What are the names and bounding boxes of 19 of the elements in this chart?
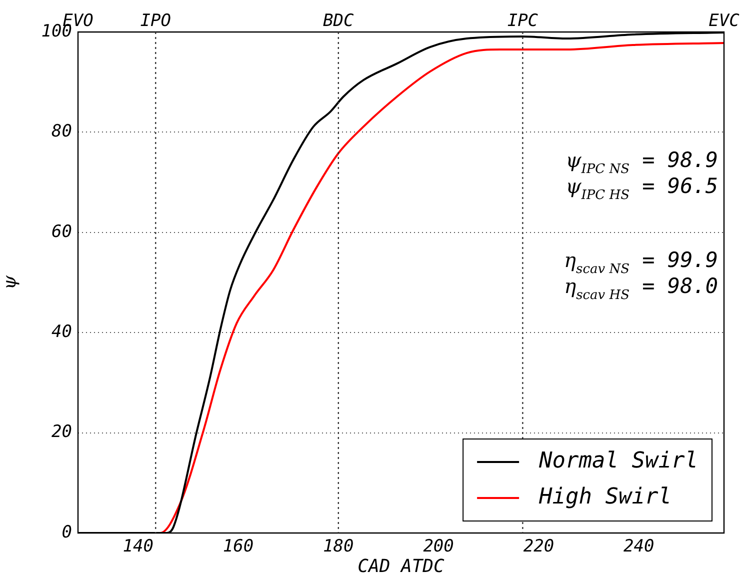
ref-line-label: BDC [323, 10, 355, 31]
y-axis-title: ψ [0, 274, 20, 290]
y-tick-label: 0 [62, 522, 72, 542]
y-tick-label: 60 [52, 222, 72, 242]
y-tick-label: 40 [52, 322, 72, 342]
y-tick-label: 80 [52, 122, 72, 142]
legend-label: Normal Swirl [538, 448, 698, 474]
ref-line-label: IPC [507, 10, 539, 31]
x-tick-label: 160 [222, 536, 254, 557]
y-tick-label: 20 [52, 422, 72, 442]
text: EVC [708, 10, 740, 31]
x-tick-label: 200 [423, 536, 454, 557]
x-tick-label: 180 [323, 536, 354, 557]
legend-label: High Swirl [538, 484, 672, 510]
x-axis-title: CAD ATDC [358, 556, 445, 577]
x-tick-label: 220 [523, 536, 554, 557]
ref-line-label: IPO [140, 10, 171, 31]
x-tick-label: 240 [624, 536, 654, 557]
x-tick-label: 140 [122, 536, 154, 557]
